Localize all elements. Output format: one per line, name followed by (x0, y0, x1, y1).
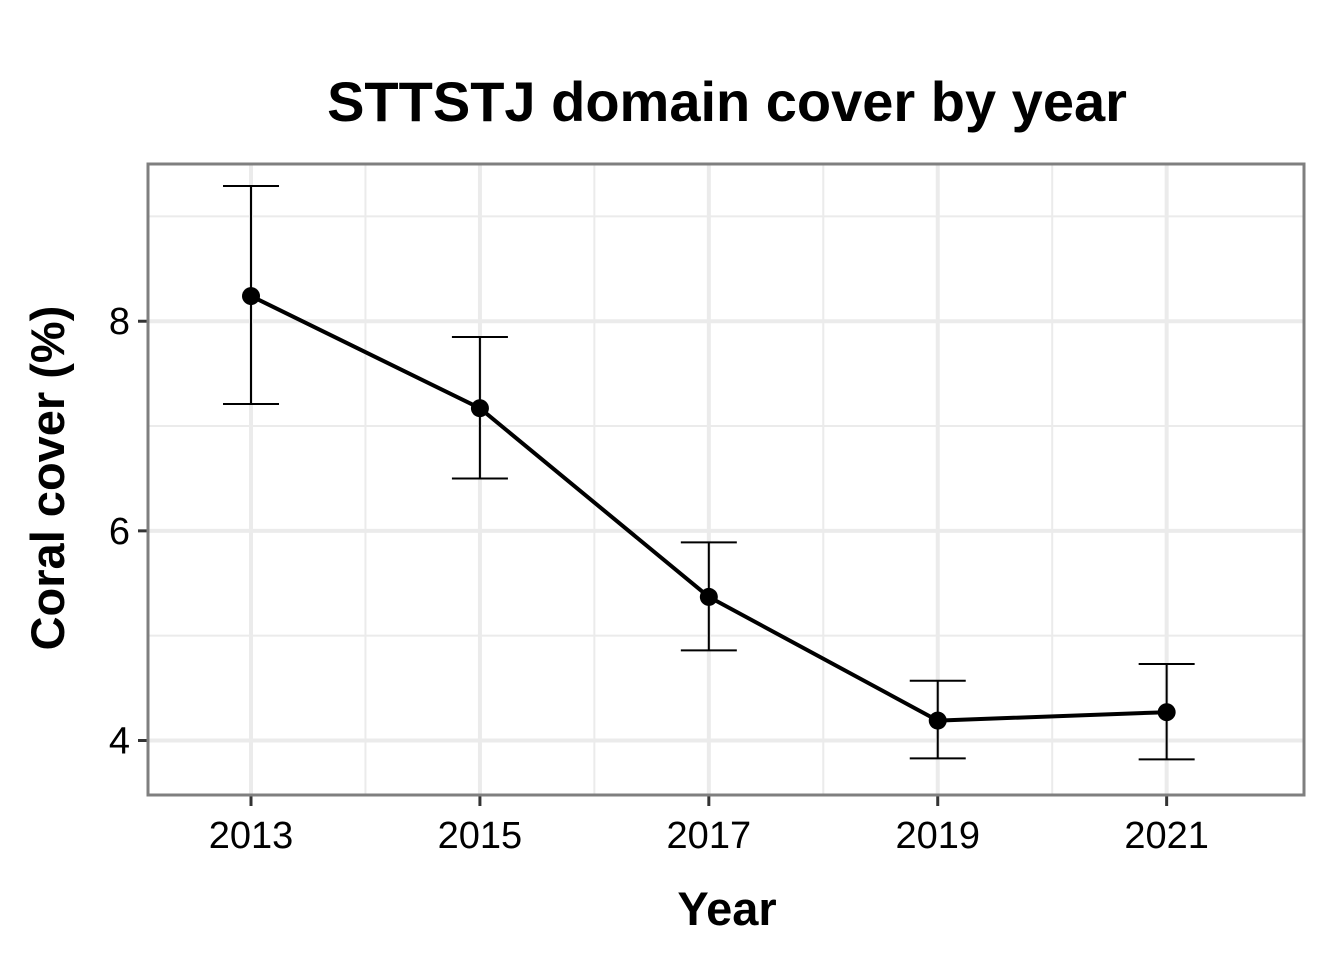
y-tick-label: 8 (109, 301, 130, 343)
x-tick-label: 2021 (1124, 815, 1209, 857)
data-point (1157, 703, 1176, 722)
data-point (699, 587, 718, 606)
y-tick-label: 6 (109, 511, 130, 553)
data-point (470, 399, 489, 418)
x-axis-title: Year (677, 882, 776, 935)
axes: 4 6 8 2013 2015 2017 2019 2021 (109, 164, 1304, 857)
y-axis-title: Coral cover (%) (21, 306, 74, 651)
data-point (242, 287, 261, 306)
x-tick-label: 2019 (895, 815, 980, 857)
grid-lines (148, 164, 1304, 795)
x-tick-label: 2017 (667, 815, 752, 857)
panel-border (146, 162, 1306, 797)
data-point (928, 711, 947, 730)
x-tick-label: 2013 (209, 815, 294, 857)
chart-title: STTSTJ domain cover by year (327, 70, 1127, 133)
x-tick-label: 2015 (438, 815, 523, 857)
data-series (223, 185, 1195, 761)
y-tick-label: 4 (109, 720, 130, 762)
